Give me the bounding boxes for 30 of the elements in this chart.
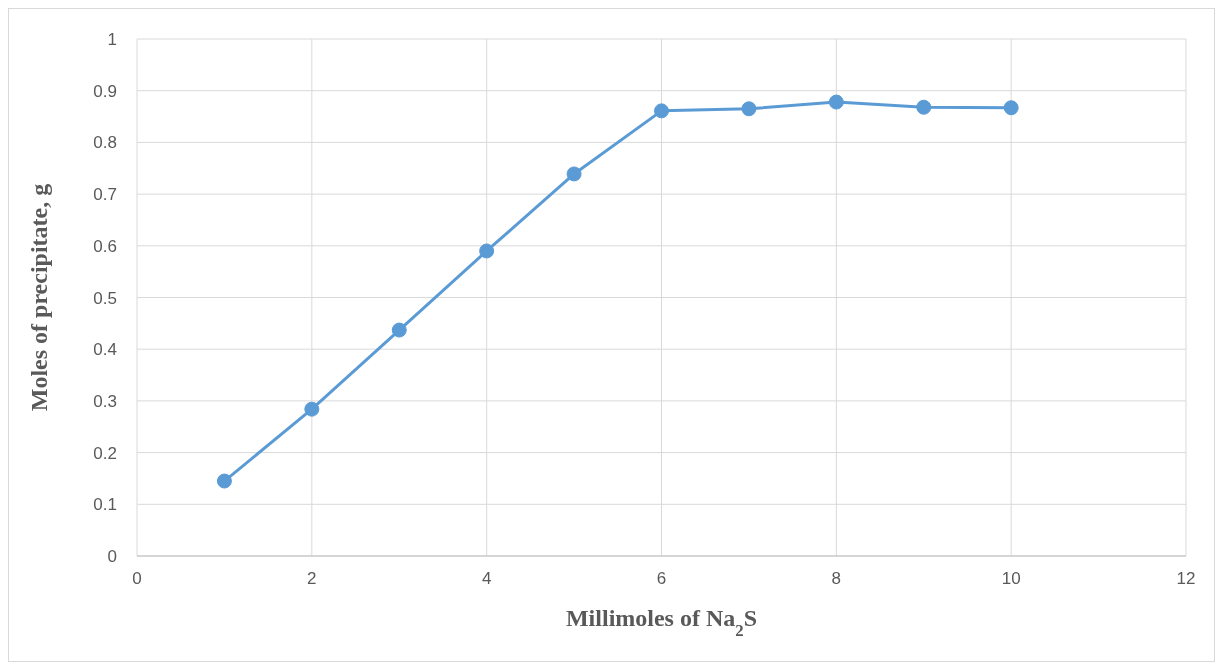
point <box>828 94 844 110</box>
x-tick-label: 10 <box>1001 569 1021 589</box>
x-tick-label: 0 <box>132 569 142 589</box>
x-tick-label: 2 <box>307 569 317 589</box>
y-tick-label: 0.9 <box>93 81 117 101</box>
y-axis-title: Moles of precipitate, g <box>26 183 52 412</box>
x-axis-title: Millimoles of Na$_{2}$S <box>565 605 758 640</box>
y-tick-label: 0.1 <box>93 495 117 515</box>
x-tick-label: 4 <box>481 569 492 589</box>
x-tick-label: 12 <box>1176 569 1196 589</box>
y-tick-label: 0.8 <box>93 133 117 153</box>
y-tick-label: 0 <box>107 547 117 567</box>
x-tick-label: 6 <box>656 569 667 589</box>
point <box>304 401 320 417</box>
point <box>654 103 669 119</box>
y-tick-label: 0.3 <box>93 391 117 411</box>
point <box>479 243 495 259</box>
point <box>916 99 932 115</box>
y-tick-label: 1 <box>107 30 117 50</box>
y-tick-label: 0.4 <box>93 340 117 360</box>
y-tick-label: 0.5 <box>93 288 117 308</box>
y-tick-label: 0.2 <box>93 443 117 463</box>
point <box>566 166 582 182</box>
y-tick-label: 0.7 <box>93 185 117 205</box>
point <box>741 101 757 117</box>
point <box>216 473 232 489</box>
y-tick-label: 0.6 <box>93 236 117 256</box>
point <box>391 322 407 338</box>
x-tick-label: 8 <box>831 569 842 589</box>
point <box>1003 100 1019 116</box>
